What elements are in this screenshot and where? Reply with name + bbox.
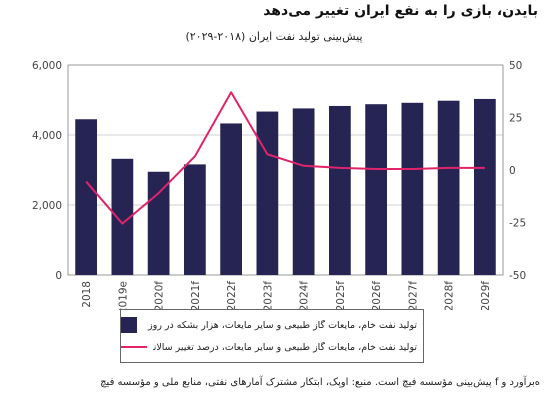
bar <box>437 100 460 275</box>
x-tick-label: 2025f <box>335 281 347 310</box>
chart-legend: تولید نفت خام، مایعات گاز طبیعی و سایر م… <box>120 309 424 363</box>
y-left-tick-label: 0 <box>55 270 62 282</box>
bar <box>220 123 242 275</box>
y-left-tick-label: 6,000 <box>32 60 62 72</box>
bar <box>111 158 134 275</box>
legend-item-line: تولید نفت خام، مایعات گاز طبیعی و سایر م… <box>121 336 423 358</box>
bar <box>256 111 279 275</box>
y-right-tick-label: -50 <box>509 270 526 282</box>
legend-line-swatch <box>121 346 147 348</box>
x-tick-label: 2029f <box>480 281 492 310</box>
x-tick-label: 2026f <box>371 281 383 310</box>
x-tick-label: 2022f <box>226 281 238 310</box>
x-tick-label: 2018 <box>81 281 93 308</box>
legend-label-line: تولید نفت خام، مایعات گاز طبیعی و سایر م… <box>153 341 417 353</box>
x-tick-label: 2023f <box>262 281 274 310</box>
legend-bar-swatch <box>121 317 137 333</box>
bar <box>184 164 206 275</box>
bar <box>474 98 496 275</box>
x-tick-label: 2024f <box>299 281 311 310</box>
source-note: ه‌برآورد و f پیش‌بینی مؤسسه فیچ است. منب… <box>100 377 540 388</box>
chart-title: بایدن، بازی را به نفع ایران تغییر می‌دهد <box>263 3 538 19</box>
bar <box>75 119 97 275</box>
bar <box>292 108 315 276</box>
y-right-tick-label: -25 <box>509 218 526 230</box>
bar <box>329 105 351 275</box>
y-right-tick-label: 25 <box>509 113 522 125</box>
combo-chart: 0 2,000 4,000 6,000 -50 -25 0 25 50 2018 2019e 2020… <box>32 60 526 310</box>
line-series <box>85 91 485 225</box>
y-right-tick-label: 50 <box>509 60 522 72</box>
x-tick-label: 2019e <box>117 281 129 310</box>
x-tick-label: 2020f <box>154 281 166 310</box>
bar <box>401 102 424 275</box>
legend-label-bars: تولید نفت خام، مایعات گاز طبیعی و سایر م… <box>147 319 417 331</box>
y-left-tick-label: 2,000 <box>32 200 62 212</box>
chart-subtitle: پیش‌بینی تولید نفت ایران (۲۰۱۸-۲۰۲۹) <box>185 30 363 43</box>
x-tick-label: 2027f <box>407 281 419 310</box>
legend-item-bars: تولید نفت خام، مایعات گاز طبیعی و سایر م… <box>121 314 423 336</box>
x-tick-label: 2021f <box>190 281 202 310</box>
x-tick-label: 2028f <box>444 281 456 310</box>
plot-frame <box>67 64 504 276</box>
bar <box>365 104 387 275</box>
y-left-tick-label: 4,000 <box>32 130 62 142</box>
y-right-tick-label: 0 <box>509 165 516 177</box>
bar <box>147 171 170 275</box>
